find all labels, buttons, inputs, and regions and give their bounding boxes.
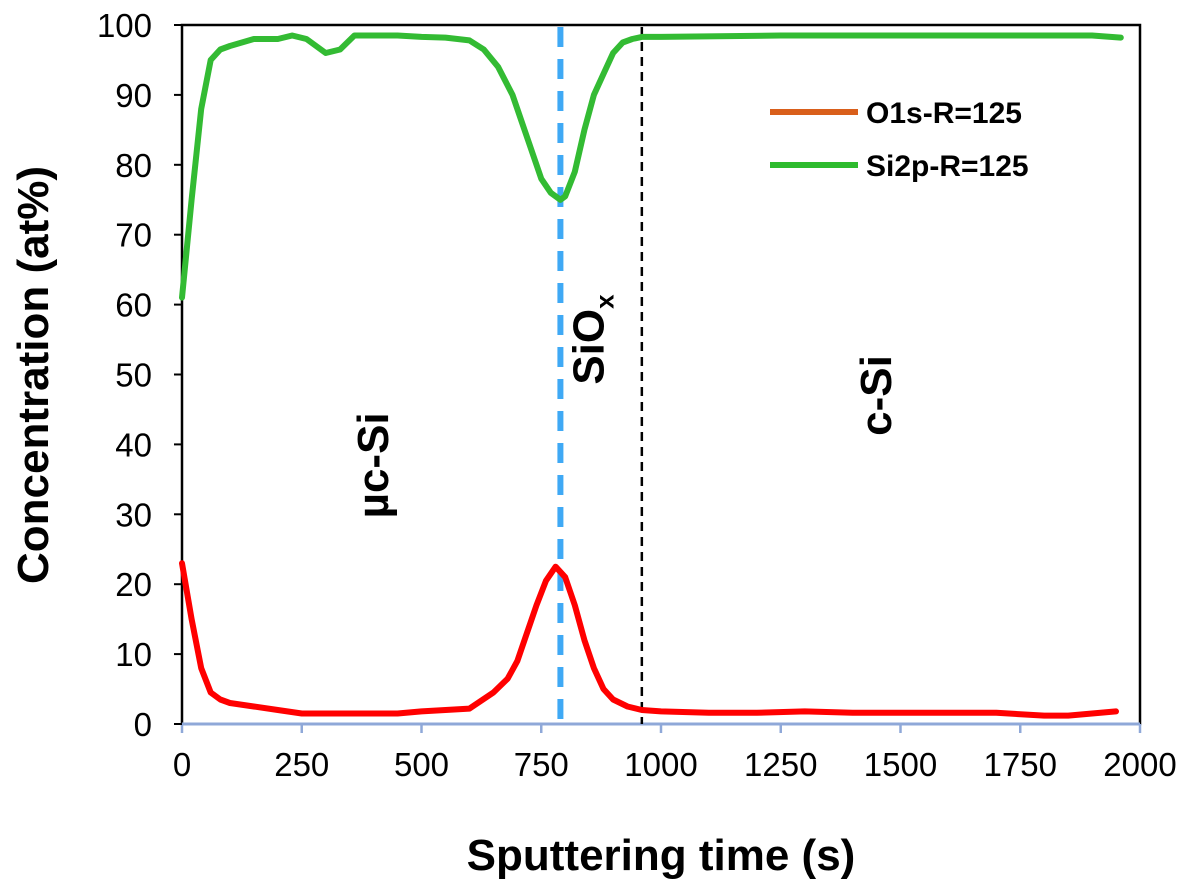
x-tick-label: 1000 bbox=[624, 746, 697, 783]
series-group bbox=[179, 32, 1124, 719]
y-tick-label: 0 bbox=[134, 706, 152, 743]
x-tick-label: 1500 bbox=[864, 746, 937, 783]
y-tick-label: 70 bbox=[115, 217, 152, 254]
ticks-group: 0 250 500 750 1000 1250 1500 1750 2000 0 10 20 30 40 5… bbox=[97, 7, 1177, 783]
region-label-uc-si: µc-Si bbox=[349, 412, 398, 518]
reference-lines-group bbox=[557, 27, 644, 724]
y-tick-label: 40 bbox=[115, 426, 152, 463]
x-tick-label: 1250 bbox=[744, 746, 817, 783]
region-label-siox: SiOx bbox=[565, 294, 620, 385]
x-tick-label: 250 bbox=[274, 746, 329, 783]
region-label-c-si: c-Si bbox=[852, 355, 901, 436]
series-line-si2p bbox=[179, 32, 1124, 301]
y-tick-label: 80 bbox=[115, 147, 152, 184]
y-tick-label: 30 bbox=[115, 496, 152, 533]
y-tick-label: 100 bbox=[97, 7, 152, 44]
x-tick-label: 500 bbox=[394, 746, 449, 783]
annotations-group: µc-Si SiOx c-Si bbox=[349, 294, 901, 519]
y-tick-label: 50 bbox=[115, 357, 152, 394]
y-tick-label: 20 bbox=[115, 566, 152, 603]
legend-label-o1s: O1s-R=125 bbox=[866, 97, 1022, 130]
x-tick-label: 1750 bbox=[984, 746, 1057, 783]
x-tick-label: 0 bbox=[173, 746, 191, 783]
y-axis-title: Concentration (at%) bbox=[9, 166, 58, 584]
y-tick-label: 10 bbox=[115, 636, 152, 673]
legend-label-si2p: Si2p-R=125 bbox=[866, 150, 1029, 183]
x-axis-title: Sputtering time (s) bbox=[467, 831, 856, 880]
x-tick-label: 2000 bbox=[1103, 746, 1176, 783]
y-tick-label: 90 bbox=[115, 77, 152, 114]
x-tick-label: 750 bbox=[514, 746, 569, 783]
y-tick-label: 60 bbox=[115, 287, 152, 324]
legend: O1s-R=125 Si2p-R=125 bbox=[770, 97, 1029, 183]
series-line-o1s bbox=[179, 560, 1119, 719]
